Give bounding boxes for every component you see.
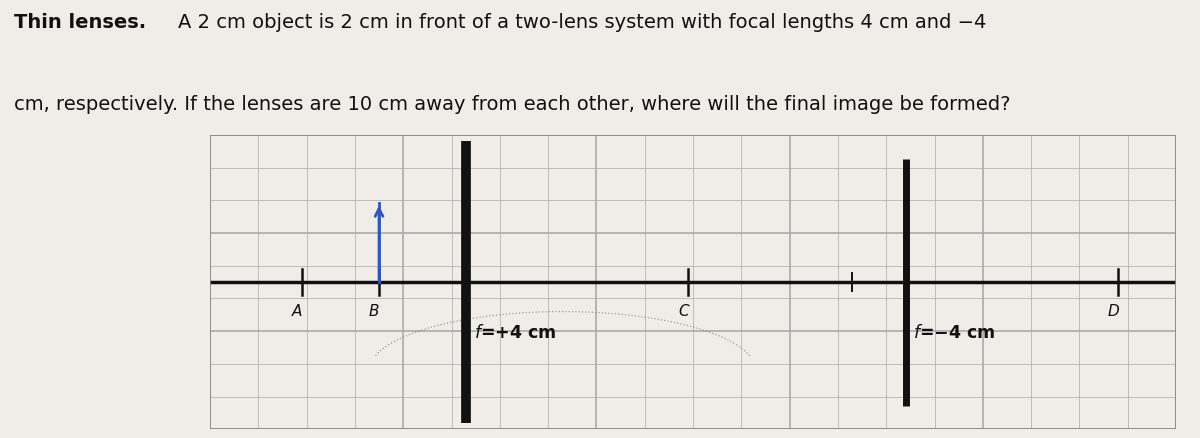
Text: C: C [678,303,689,318]
Text: Thin lenses.: Thin lenses. [14,13,146,32]
Text: cm, respectively. If the lenses are 10 cm away from each other, where will the f: cm, respectively. If the lenses are 10 c… [14,95,1010,113]
Text: $f$=−4 cm: $f$=−4 cm [913,324,996,342]
Text: A 2 cm object is 2 cm in front of a two-lens system with focal lengths 4 cm and : A 2 cm object is 2 cm in front of a two-… [178,13,986,32]
Text: $f$=+4 cm: $f$=+4 cm [474,324,556,342]
Text: B: B [368,303,379,318]
Text: A: A [292,303,302,318]
Text: D: D [1108,303,1120,318]
